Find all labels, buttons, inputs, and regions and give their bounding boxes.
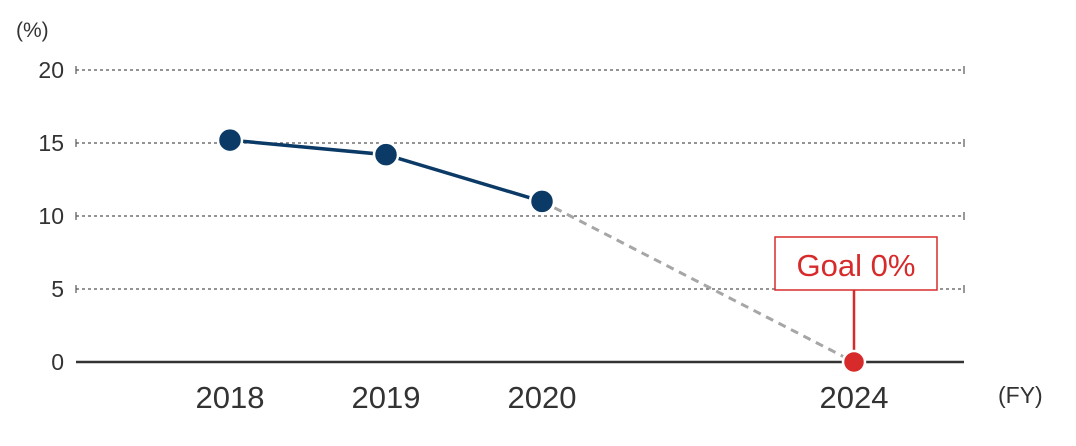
x-tick-label: 2019 <box>352 380 421 415</box>
y-tick-label: 5 <box>51 276 64 302</box>
series-layer <box>216 126 855 364</box>
label-layer: (%) (FY) <box>16 19 1043 408</box>
projection-line <box>541 200 855 364</box>
y-tick-label: 0 <box>51 349 64 375</box>
x-tick-label: 2020 <box>508 380 577 415</box>
goal-label: Goal 0% <box>797 248 916 283</box>
axis-layer: 0 5 10 15 20 2018 2019 2020 2024 <box>38 57 964 415</box>
goal-annotation: Goal 0% <box>774 236 938 375</box>
data-point <box>216 126 244 154</box>
goal-label-box <box>774 236 938 291</box>
x-tick-label: 2024 <box>820 380 889 415</box>
goal-point <box>841 349 867 375</box>
x-unit-label: (FY) <box>998 382 1043 408</box>
y-tick-label: 15 <box>38 130 64 156</box>
x-tick-label: 2018 <box>196 380 265 415</box>
data-point <box>528 188 556 215</box>
data-point <box>372 141 400 168</box>
y-tick-label: 20 <box>38 57 64 83</box>
y-tick-label: 10 <box>38 203 64 229</box>
y-unit-label: (%) <box>16 19 49 42</box>
